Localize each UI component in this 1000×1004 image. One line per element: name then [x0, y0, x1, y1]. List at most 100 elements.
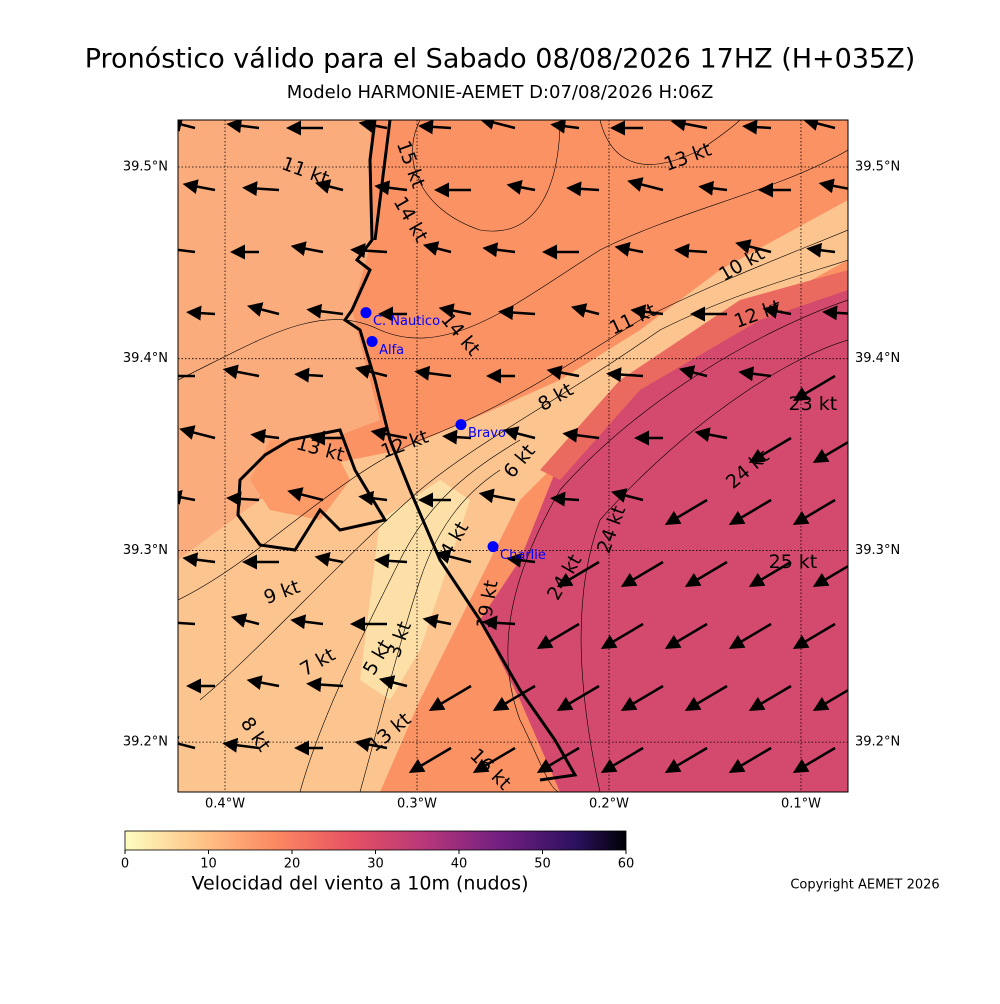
colorbar-tick-label: 0: [121, 857, 129, 872]
wind-arrow: [664, 498, 708, 525]
lon-tick-label: 0.2°W: [589, 797, 629, 812]
wind-arrow: [664, 746, 708, 773]
wind-arrow: [182, 179, 216, 194]
wind-arrow: [179, 425, 216, 440]
wind-arrow: [246, 675, 280, 690]
lat-tick-label: 39.5°N: [123, 159, 168, 174]
wind-arrow: [600, 622, 644, 649]
contour-label: 25 kt: [769, 551, 818, 573]
wind-arrow: [250, 428, 280, 444]
wind-arrow: [178, 120, 196, 132]
wind-arrow: [478, 488, 516, 504]
wind-arrow: [182, 552, 216, 568]
wind-arrow: [812, 564, 848, 587]
wind-arrow: [792, 746, 836, 773]
wind-arrow: [178, 248, 196, 254]
wind-arrow: [818, 178, 848, 194]
wind-arrow: [370, 426, 408, 442]
wind-arrow: [614, 242, 644, 257]
wind-arrow: [606, 367, 644, 383]
wind-arrow: [226, 491, 260, 507]
wind-arrow: [242, 181, 280, 197]
wind-arrow: [479, 120, 516, 130]
lon-tick-label: 0.3°W: [397, 797, 437, 812]
wind-arrow: [748, 560, 792, 587]
wind-arrow: [222, 364, 260, 380]
wind-arrow: [556, 684, 600, 711]
wind-arrow: [374, 180, 408, 196]
wind-arrow: [178, 736, 196, 751]
map-field: [178, 120, 848, 792]
lat-tick-label: 39.3°N: [123, 543, 168, 558]
wind-arrow: [472, 746, 516, 773]
wind-arrow: [226, 120, 260, 134]
wind-arrow: [566, 181, 600, 197]
wind-arrow: [178, 490, 196, 505]
wind-arrow: [822, 305, 848, 321]
subtitle: Modelo HARMONIE-AEMET D:07/08/2026 H:06Z: [287, 82, 714, 103]
wind-arrow: [482, 615, 516, 631]
wind-arrow: [306, 303, 344, 319]
colorbar-tick-label: 20: [284, 857, 301, 872]
wind-arrow: [678, 365, 708, 380]
title: Pronóstico válido para el Sabado 08/08/2…: [85, 44, 916, 75]
wind-arrow: [438, 303, 472, 318]
wind-arrow: [374, 553, 408, 569]
wind-arrow: [611, 488, 644, 503]
wind-arrow: [550, 120, 580, 134]
wind-arrow: [428, 684, 472, 711]
wind-arrow: [178, 621, 196, 626]
lon-tick-label: 0.4°W: [205, 797, 245, 812]
wind-arrow: [748, 684, 792, 711]
wind-arrow: [414, 365, 452, 381]
wind-arrow: [556, 560, 600, 587]
wind-arrow: [222, 737, 260, 753]
wind-arrow: [546, 365, 580, 380]
wind-arrow: [435, 549, 472, 564]
wind-arrow: [186, 305, 216, 321]
wind-arrow: [294, 367, 324, 383]
colorbar-tick-label: 60: [618, 857, 635, 872]
wind-arrow: [684, 560, 728, 587]
wind-arrow: [792, 498, 836, 525]
wind-arrow: [684, 684, 728, 711]
wind-arrow: [287, 487, 324, 502]
wind-arrow: [620, 684, 664, 711]
wind-arrow: [314, 552, 344, 567]
wind-arrow: [600, 746, 644, 773]
station-marker: [455, 419, 467, 431]
wind-arrow: [492, 684, 536, 711]
wind-arrow: [422, 241, 452, 256]
wind-arrow: [735, 239, 772, 254]
wind-arrow: [694, 427, 728, 442]
wind-arrow: [562, 427, 600, 443]
wind-arrow: [418, 120, 452, 135]
wind-arrow: [698, 180, 728, 196]
lat-tick-label: 39.3°N: [855, 543, 900, 558]
wind-arrow: [498, 305, 536, 321]
colorbar-tick-label: 30: [367, 857, 384, 872]
lon-tick-label: 0.1°W: [781, 797, 821, 812]
wind-arrow: [290, 241, 324, 256]
lat-tick-label: 39.4°N: [123, 351, 168, 366]
lat-tick-label: 39.4°N: [855, 351, 900, 366]
wind-arrow: [803, 120, 836, 131]
wind-arrow: [728, 622, 772, 649]
wind-arrow: [306, 677, 344, 693]
wind-arrow: [422, 614, 452, 629]
contour-label: 23 kt: [789, 393, 838, 415]
wind-arrow: [378, 675, 408, 690]
wind-arrow: [806, 242, 836, 258]
copyright: Copyright AEMET 2026: [790, 878, 939, 893]
wind-arrow: [664, 622, 708, 649]
wind-arrow: [358, 490, 388, 506]
wind-arrow: [354, 737, 388, 752]
station-label: C. Nautico: [373, 314, 440, 329]
wind-arrow: [812, 440, 848, 463]
wind-arrow: [620, 560, 664, 587]
wind-arrow: [506, 552, 536, 568]
colorbar: [124, 830, 627, 851]
wind-arrow: [290, 614, 324, 630]
wind-arrow: [627, 177, 664, 192]
station-marker: [366, 335, 378, 347]
